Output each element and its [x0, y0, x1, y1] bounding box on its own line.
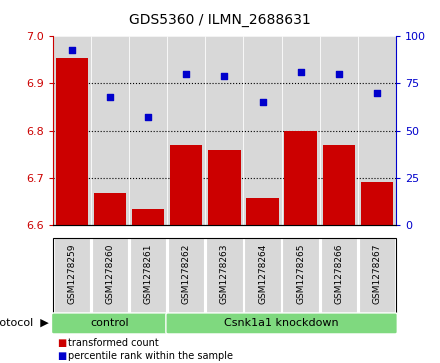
- Bar: [167, 36, 205, 225]
- Text: GDS5360 / ILMN_2688631: GDS5360 / ILMN_2688631: [129, 13, 311, 27]
- Text: GSM1278259: GSM1278259: [67, 244, 77, 304]
- Bar: [320, 36, 358, 225]
- Point: [183, 71, 190, 77]
- Text: GSM1278261: GSM1278261: [143, 244, 153, 304]
- Text: GSM1278263: GSM1278263: [220, 244, 229, 304]
- Bar: [246, 198, 279, 225]
- Bar: [282, 36, 320, 225]
- Bar: [94, 193, 126, 225]
- Text: protocol  ▶: protocol ▶: [0, 318, 48, 329]
- Text: GSM1278266: GSM1278266: [334, 244, 343, 304]
- Text: Csnk1a1 knockdown: Csnk1a1 knockdown: [224, 318, 339, 329]
- Text: ■: ■: [57, 351, 66, 361]
- Point: [374, 90, 381, 96]
- Bar: [208, 151, 241, 225]
- Bar: [170, 145, 202, 225]
- Point: [221, 73, 228, 79]
- Bar: [132, 208, 165, 225]
- Bar: [358, 36, 396, 225]
- Text: GSM1278267: GSM1278267: [372, 244, 381, 304]
- Text: GSM1278260: GSM1278260: [106, 244, 114, 304]
- Bar: [205, 36, 243, 225]
- Point: [106, 94, 114, 99]
- Text: percentile rank within the sample: percentile rank within the sample: [68, 351, 233, 361]
- Text: GSM1278264: GSM1278264: [258, 244, 267, 304]
- Point: [297, 69, 304, 75]
- Text: GSM1278265: GSM1278265: [296, 244, 305, 304]
- Text: GSM1278262: GSM1278262: [182, 244, 191, 304]
- Point: [68, 46, 75, 52]
- Bar: [129, 36, 167, 225]
- Point: [335, 71, 342, 77]
- Bar: [91, 36, 129, 225]
- Text: ■: ■: [57, 338, 66, 348]
- Bar: [323, 145, 355, 225]
- Bar: [53, 36, 91, 225]
- Bar: [56, 57, 88, 225]
- Bar: [243, 36, 282, 225]
- Text: transformed count: transformed count: [68, 338, 159, 348]
- Point: [259, 99, 266, 105]
- Point: [145, 115, 152, 121]
- Text: control: control: [91, 318, 129, 329]
- Bar: [361, 182, 393, 225]
- Bar: [285, 131, 317, 225]
